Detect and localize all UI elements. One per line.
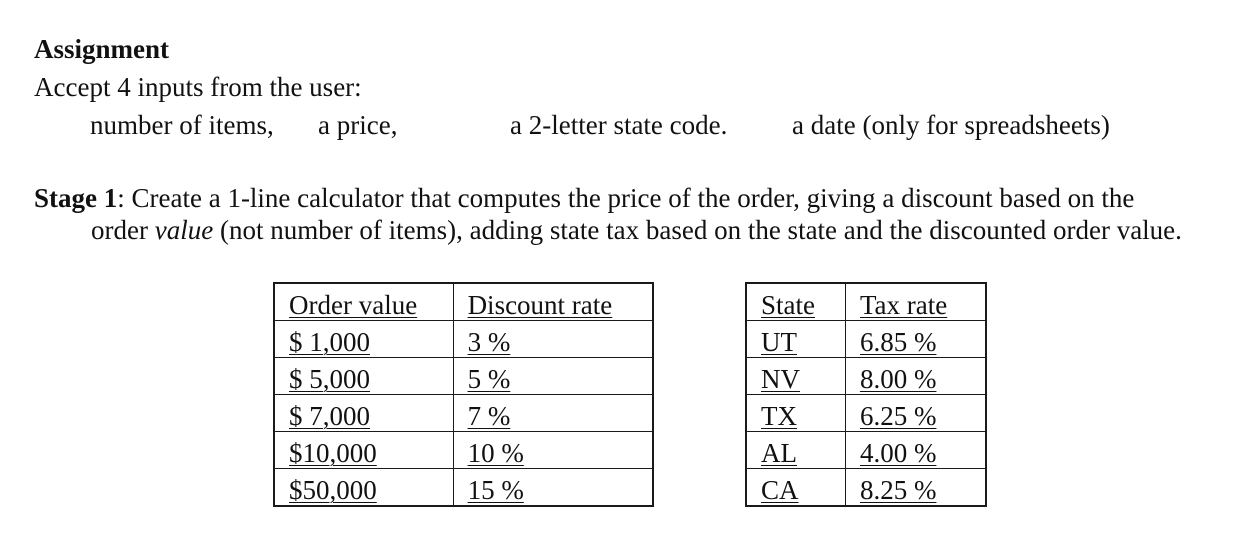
order-value-cell: $50,000 xyxy=(273,468,454,507)
table-row: $ 7,000 7 % xyxy=(273,394,654,432)
table-row: NV 8.00 % xyxy=(745,357,987,395)
tax-rate-cell: 6.25 % xyxy=(844,394,987,432)
table-row: TX 6.25 % xyxy=(745,394,987,432)
stage-text-b: order xyxy=(91,215,155,245)
input-item-number: number of items, xyxy=(90,110,274,140)
header-tax-rate: Tax rate xyxy=(844,282,987,321)
state-cell: CA xyxy=(745,468,846,507)
state-cell: TX xyxy=(745,394,846,432)
input-item-price: a price, xyxy=(318,110,398,140)
tax-rate-cell: 6.85 % xyxy=(844,320,987,358)
tax-rate-cell: 8.25 % xyxy=(844,468,987,507)
state-cell: AL xyxy=(745,431,846,469)
input-item-state: a 2-letter state code. xyxy=(510,110,728,140)
input-item-date: a date (only for spreadsheets) xyxy=(792,110,1110,140)
state-cell: NV xyxy=(745,357,846,395)
discount-table: Order value Discount rate $ 1,000 3 % $ … xyxy=(273,282,654,507)
state-cell: UT xyxy=(745,320,846,358)
tax-table: State Tax rate UT 6.85 % NV 8.00 % TX 6.… xyxy=(745,282,987,507)
table-row: $50,000 15 % xyxy=(273,468,654,507)
discount-rate-cell: 5 % xyxy=(452,357,654,395)
intro-text: Accept 4 inputs from the user: xyxy=(34,72,362,102)
discount-rate-cell: 15 % xyxy=(452,468,654,507)
header-state: State xyxy=(745,282,846,321)
stage-description: Stage 1: Create a 1-line calculator that… xyxy=(34,182,1234,246)
order-value-cell: $10,000 xyxy=(273,431,454,469)
table-row: $10,000 10 % xyxy=(273,431,654,469)
discount-rate-cell: 10 % xyxy=(452,431,654,469)
table-header-row: State Tax rate xyxy=(745,282,987,321)
tax-rate-cell: 4.00 % xyxy=(844,431,987,469)
stage-text-italic: value xyxy=(154,215,214,245)
table-row: UT 6.85 % xyxy=(745,320,987,358)
order-value-cell: $ 1,000 xyxy=(273,320,454,358)
tax-rate-cell: 8.00 % xyxy=(844,357,987,395)
stage-label: Stage 1 xyxy=(34,183,118,213)
assignment-heading: Assignment xyxy=(34,34,170,64)
table-row: CA 8.25 % xyxy=(745,468,987,507)
order-value-cell: $ 5,000 xyxy=(273,357,454,395)
table-header-row: Order value Discount rate xyxy=(273,282,654,321)
discount-rate-cell: 7 % xyxy=(452,394,654,432)
order-value-cell: $ 7,000 xyxy=(273,394,454,432)
stage-text-a: : Create a 1-line calculator that comput… xyxy=(117,183,1135,213)
table-row: $ 5,000 5 % xyxy=(273,357,654,395)
table-row: $ 1,000 3 % xyxy=(273,320,654,358)
header-discount-rate: Discount rate xyxy=(452,282,654,321)
stage-text-c: (not number of items), adding state tax … xyxy=(213,215,1182,245)
header-order-value: Order value xyxy=(273,282,454,321)
table-row: AL 4.00 % xyxy=(745,431,987,469)
discount-rate-cell: 3 % xyxy=(452,320,654,358)
